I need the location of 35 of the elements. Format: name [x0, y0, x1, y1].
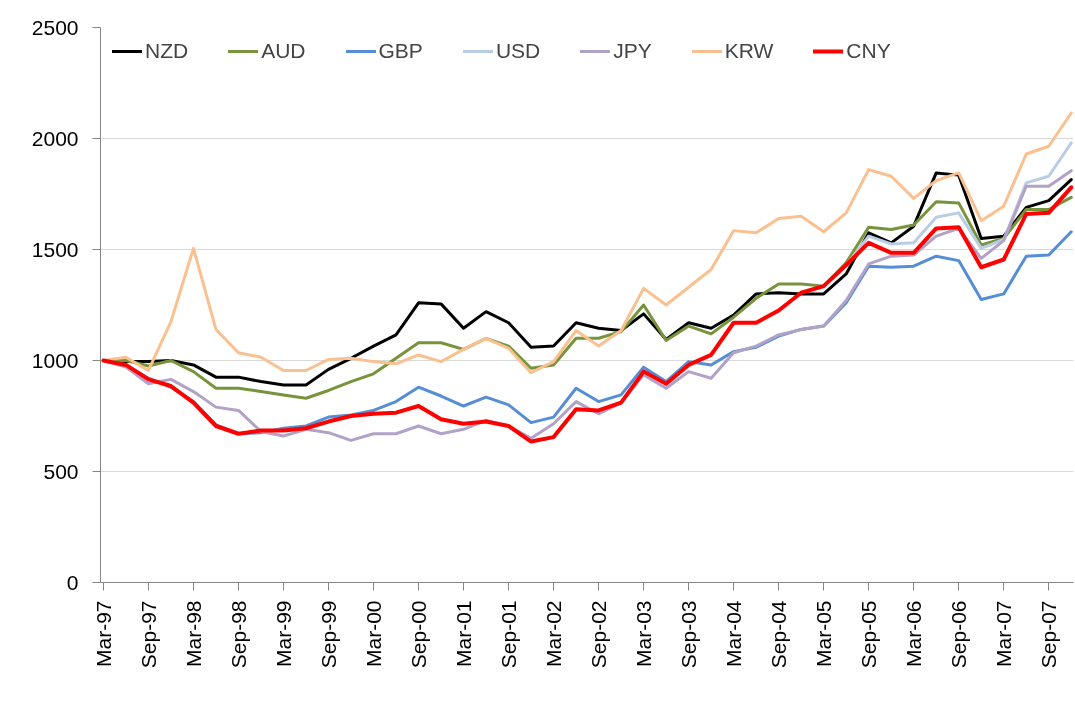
x-tick-label: Sep-07 — [1037, 600, 1061, 669]
x-tick-label: Sep-98 — [226, 600, 250, 669]
x-tick-label: Mar-99 — [271, 600, 295, 668]
x-tick-label: Sep-00 — [407, 600, 431, 669]
y-tick-label: 0 — [66, 570, 79, 594]
legend-label: CNY — [846, 39, 891, 63]
y-tick-label: 2000 — [31, 126, 79, 150]
x-tick-label: Sep-01 — [497, 600, 521, 669]
x-tick-label: Mar-06 — [902, 600, 926, 668]
x-tick-label: Sep-99 — [317, 600, 340, 669]
legend-label: AUD — [261, 39, 306, 63]
x-tick-label: Mar-98 — [181, 600, 205, 668]
x-tick-label: Mar-97 — [91, 600, 115, 668]
legend-label: USD — [495, 39, 541, 63]
x-tick-label: Mar-02 — [542, 600, 566, 668]
x-tick-label: Mar-03 — [632, 600, 656, 668]
x-tick-label: Sep-02 — [587, 600, 611, 669]
legend-label: GBP — [378, 39, 423, 63]
x-tick-label: Mar-07 — [992, 600, 1016, 668]
x-tick-label: Mar-01 — [452, 600, 476, 668]
legend-label: KRW — [724, 39, 774, 63]
x-tick-label: Sep-97 — [136, 600, 160, 669]
y-tick-label: 1500 — [31, 237, 79, 261]
x-tick-label: Mar-04 — [722, 600, 746, 668]
x-tick-label: Sep-04 — [767, 600, 791, 669]
legend-label: NZD — [145, 39, 189, 63]
x-tick-label: Sep-03 — [677, 600, 701, 669]
x-tick-label: Sep-06 — [947, 600, 971, 669]
x-tick-label: Mar-05 — [812, 600, 836, 668]
x-tick-label: Mar-00 — [362, 600, 386, 668]
y-tick-label: 2500 — [31, 15, 79, 39]
y-tick-label: 500 — [43, 459, 79, 483]
legend-label: JPY — [613, 39, 652, 63]
y-tick-label: 1000 — [31, 348, 79, 372]
x-tick-label: Sep-05 — [857, 600, 881, 669]
